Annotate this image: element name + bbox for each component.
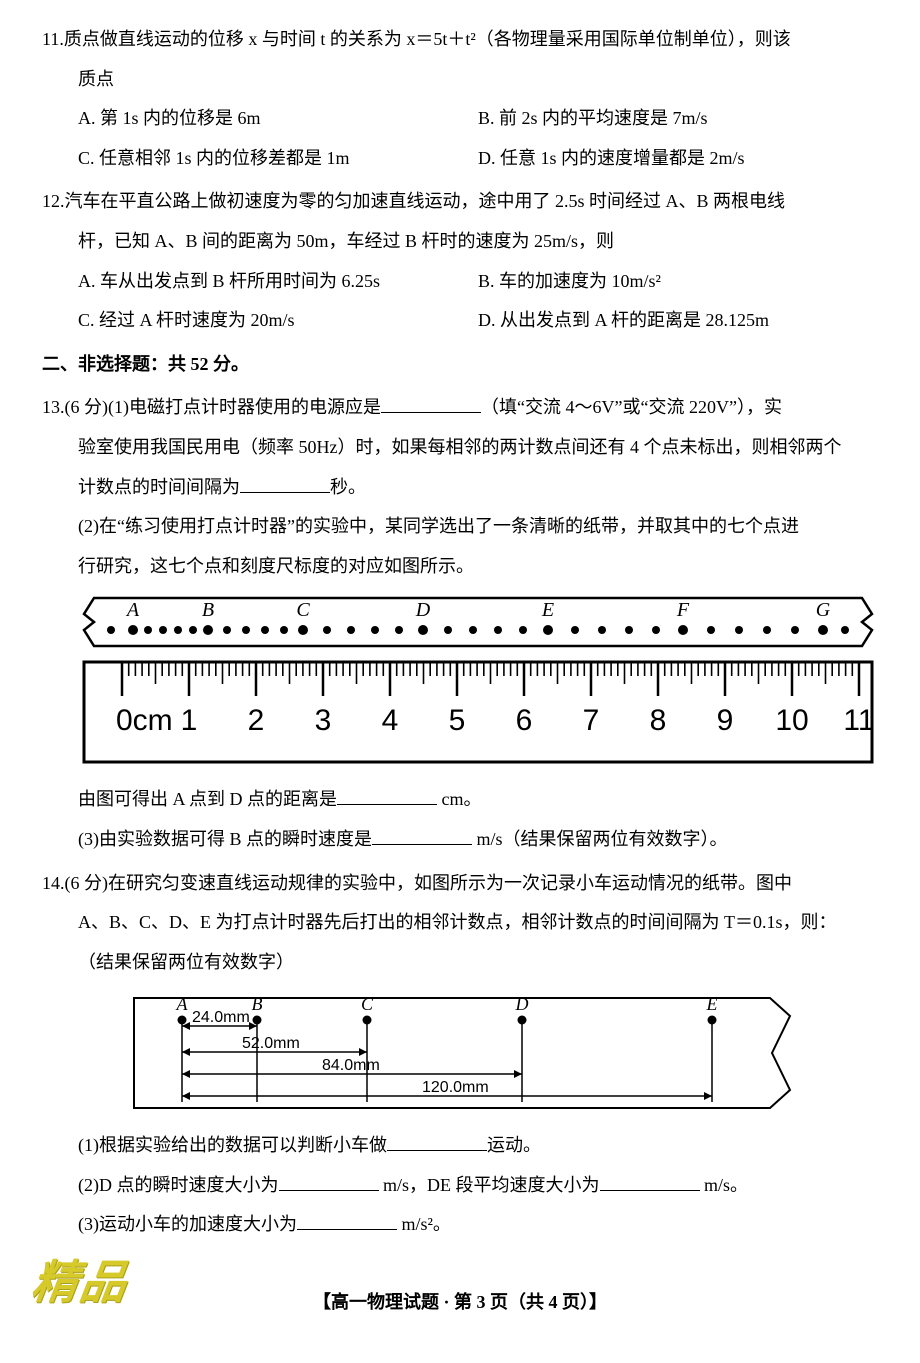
question-14: 14. (6 分)在研究匀变速直线运动规律的实验中，如图所示为一次记录小车运动情… xyxy=(42,864,878,1246)
svg-text:7: 7 xyxy=(583,704,600,737)
q12-text1: 汽车在平直公路上做初速度为零的匀加速直线运动，途中用了 2.5s 时间经过 A、… xyxy=(65,182,879,222)
q13-p3: 由图可得出 A 点到 D 点的距离是 cm。 xyxy=(42,780,878,820)
q11-optA: A. 第 1s 内的位移是 6m xyxy=(78,99,478,139)
svg-text:B: B xyxy=(202,599,214,621)
blank-4 xyxy=(372,825,472,845)
svg-text:E: E xyxy=(706,994,718,1014)
q14-p1: (1)根据实验给出的数据可以判断小车做 运动。 xyxy=(42,1126,878,1166)
q14-l3: （结果保留两位有效数字） xyxy=(42,943,878,983)
question-13: 13. (6 分)(1)电磁打点计时器使用的电源应是 （填“交流 4～6V”或“交… xyxy=(42,388,878,859)
q13-p2a: (2)在“练习使用打点计时器”的实验中，某同学选出了一条清晰的纸带，并取其中的七… xyxy=(42,507,878,547)
blank-1 xyxy=(381,394,481,414)
q14-p2: (2)D 点的瞬时速度大小为 m/s，DE 段平均速度大小为 m/s。 xyxy=(42,1166,878,1206)
q13-p3b: cm。 xyxy=(437,789,482,809)
q11-number: 11. xyxy=(42,20,64,60)
svg-text:4: 4 xyxy=(382,704,399,737)
q14-p2a: (2)D 点的瞬时速度大小为 xyxy=(78,1175,279,1195)
svg-text:C: C xyxy=(361,994,374,1014)
blank-7 xyxy=(600,1171,700,1191)
blank-8 xyxy=(297,1211,397,1231)
svg-text:8: 8 xyxy=(650,704,667,737)
q11-line1: 11. 质点做直线运动的位移 x 与时间 t 的关系为 x＝5t＋t²（各物理量… xyxy=(42,20,878,60)
svg-text:84.0mm: 84.0mm xyxy=(322,1057,380,1074)
q12-number: 12. xyxy=(42,182,65,222)
q13-p1de: 计数点的时间间隔为 秒。 xyxy=(42,468,878,508)
q14-p3b: m/s²。 xyxy=(397,1214,451,1234)
svg-text:D: D xyxy=(515,994,529,1014)
q11-row1: A. 第 1s 内的位移是 6m B. 前 2s 内的平均速度是 7m/s xyxy=(42,99,878,139)
figure-tape-measure: A B C D E 24.0mm 52.0mm 84.0mm 120.0mm xyxy=(42,988,878,1118)
tape-ruler-svg: A B C D E F G 0cm1 2 3 4 5 6 7 8 9 10 11 xyxy=(78,592,878,772)
svg-text:A: A xyxy=(176,994,189,1014)
q13-p4a: (3)由实验数据可得 B 点的瞬时速度是 xyxy=(78,829,372,849)
q13-p1e: 秒。 xyxy=(330,477,366,497)
q13-p1a: (6 分)(1)电磁打点计时器使用的电源应是 xyxy=(65,397,381,417)
q12-row1: A. 车从出发点到 B 杆所用时间为 6.25s B. 车的加速度为 10m/s… xyxy=(42,262,878,302)
q14-p1b: 运动。 xyxy=(487,1135,541,1155)
question-11: 11. 质点做直线运动的位移 x 与时间 t 的关系为 x＝5t＋t²（各物理量… xyxy=(42,20,878,178)
svg-text:24.0mm: 24.0mm xyxy=(192,1009,250,1026)
blank-3 xyxy=(337,786,437,806)
svg-text:1: 1 xyxy=(181,704,198,737)
svg-text:11: 11 xyxy=(843,704,874,737)
tape-measure-svg: A B C D E 24.0mm 52.0mm 84.0mm 120.0mm xyxy=(122,988,802,1118)
q12-text2: 杆，已知 A、B 间的距离为 50m，车经过 B 杆时的速度为 25m/s，则 xyxy=(42,222,878,262)
svg-text:A: A xyxy=(125,599,140,621)
blank-5 xyxy=(387,1131,487,1151)
q11-text1: 质点做直线运动的位移 x 与时间 t 的关系为 x＝5t＋t²（各物理量采用国际… xyxy=(64,20,878,60)
svg-text:E: E xyxy=(541,599,554,621)
q14-number: 14. xyxy=(42,864,65,904)
svg-text:B: B xyxy=(252,994,263,1014)
q12-optD: D. 从出发点到 A 杆的距离是 28.125m xyxy=(478,301,878,341)
blank-6 xyxy=(279,1171,379,1191)
q13-p1a-wrap: (6 分)(1)电磁打点计时器使用的电源应是 （填“交流 4～6V”或“交流 22… xyxy=(65,388,879,428)
q12-row2: C. 经过 A 杆时速度为 20m/s D. 从出发点到 A 杆的距离是 28.… xyxy=(42,301,878,341)
page-footer: 【高一物理试题 · 第 3 页（共 4 页）】 xyxy=(0,1283,920,1323)
svg-text:3: 3 xyxy=(315,704,332,737)
q13-p1b: （填“交流 4～6V”或“交流 220V”），实 xyxy=(481,397,782,417)
svg-text:6: 6 xyxy=(516,704,533,737)
q13-number: 13. xyxy=(42,388,65,428)
q12-line1: 12. 汽车在平直公路上做初速度为零的匀加速直线运动，途中用了 2.5s 时间经… xyxy=(42,182,878,222)
q12-optB: B. 车的加速度为 10m/s² xyxy=(478,262,878,302)
figure-tape-ruler: A B C D E F G 0cm1 2 3 4 5 6 7 8 9 10 11 xyxy=(42,592,878,772)
q13-p3a: 由图可得出 A 点到 D 点的距离是 xyxy=(78,789,337,809)
svg-text:G: G xyxy=(816,599,831,621)
svg-text:5: 5 xyxy=(449,704,466,737)
q14-l1: (6 分)在研究匀变速直线运动规律的实验中，如图所示为一次记录小车运动情况的纸带… xyxy=(65,864,879,904)
q11-text2: 质点 xyxy=(42,60,878,100)
svg-text:2: 2 xyxy=(248,704,265,737)
q14-p1a: (1)根据实验给出的数据可以判断小车做 xyxy=(78,1135,387,1155)
q13-p4: (3)由实验数据可得 B 点的瞬时速度是 m/s（结果保留两位有效数字）。 xyxy=(42,820,878,860)
q13-p1c: 验室使用我国民用电（频率 50Hz）时，如果每相邻的两计数点间还有 4 个点未标… xyxy=(42,428,878,468)
q12-optC: C. 经过 A 杆时速度为 20m/s xyxy=(78,301,478,341)
svg-text:10: 10 xyxy=(775,704,808,737)
q11-optC: C. 任意相邻 1s 内的位移差都是 1m xyxy=(78,139,478,179)
svg-text:D: D xyxy=(415,599,431,621)
svg-text:0cm: 0cm xyxy=(116,704,173,737)
q14-p2b: m/s，DE 段平均速度大小为 xyxy=(379,1175,600,1195)
svg-text:52.0mm: 52.0mm xyxy=(242,1035,300,1052)
svg-text:C: C xyxy=(296,599,310,621)
q14-line1: 14. (6 分)在研究匀变速直线运动规律的实验中，如图所示为一次记录小车运动情… xyxy=(42,864,878,904)
blank-2 xyxy=(240,473,330,493)
svg-text:F: F xyxy=(676,599,690,621)
question-12: 12. 汽车在平直公路上做初速度为零的匀加速直线运动，途中用了 2.5s 时间经… xyxy=(42,182,878,340)
section-2-title: 二、非选择题：共 52 分。 xyxy=(42,345,878,385)
q13-p2b: 行研究，这七个点和刻度尺标度的对应如图所示。 xyxy=(42,547,878,587)
q13-p1d: 计数点的时间间隔为 xyxy=(78,477,240,497)
q14-p3: (3)运动小车的加速度大小为 m/s²。 xyxy=(42,1205,878,1245)
q13-line1: 13. (6 分)(1)电磁打点计时器使用的电源应是 （填“交流 4～6V”或“交… xyxy=(42,388,878,428)
svg-text:9: 9 xyxy=(717,704,734,737)
svg-text:120.0mm: 120.0mm xyxy=(422,1079,489,1096)
q14-p2c: m/s。 xyxy=(700,1175,749,1195)
q12-optA: A. 车从出发点到 B 杆所用时间为 6.25s xyxy=(78,262,478,302)
q11-row2: C. 任意相邻 1s 内的位移差都是 1m D. 任意 1s 内的速度增量都是 … xyxy=(42,139,878,179)
q14-l2: A、B、C、D、E 为打点计时器先后打出的相邻计数点，相邻计数点的时间间隔为 T… xyxy=(42,903,878,943)
watermark: 精品 xyxy=(25,1232,135,1333)
q11-optD: D. 任意 1s 内的速度增量都是 2m/s xyxy=(478,139,878,179)
q11-optB: B. 前 2s 内的平均速度是 7m/s xyxy=(478,99,878,139)
q13-p4b: m/s（结果保留两位有效数字）。 xyxy=(472,829,728,849)
